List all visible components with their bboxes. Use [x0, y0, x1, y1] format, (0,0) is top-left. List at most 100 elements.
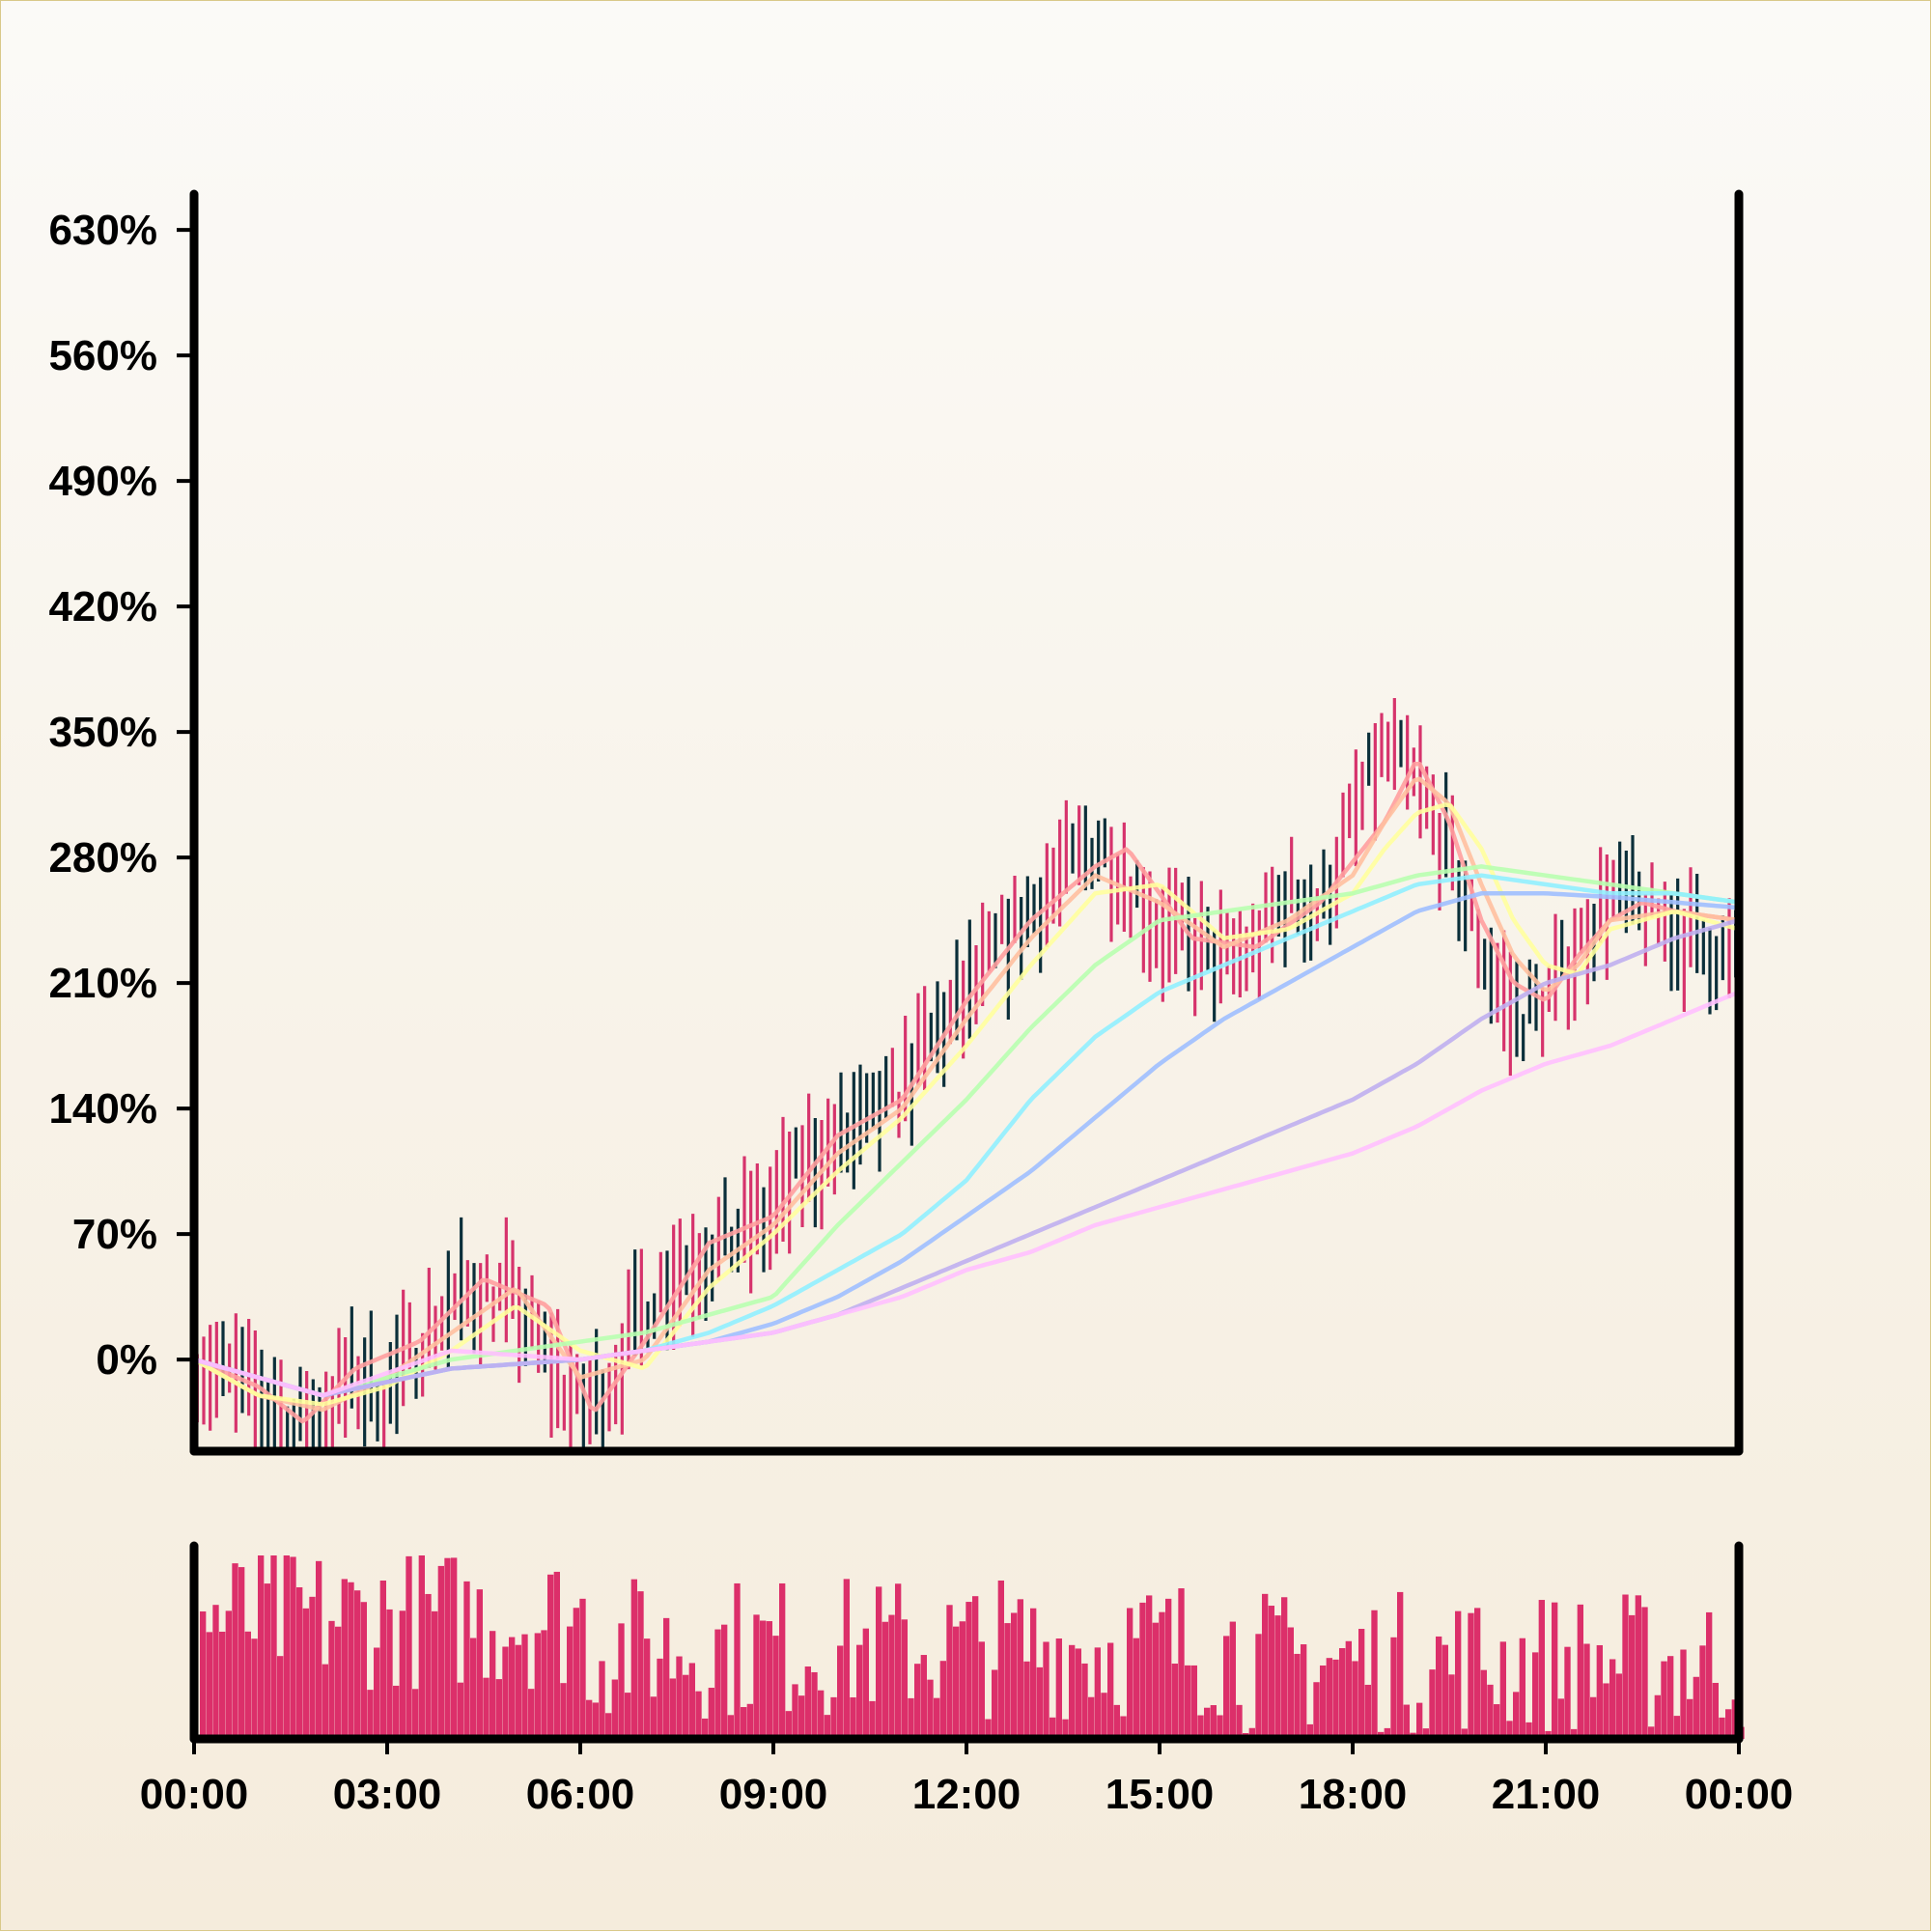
volume-bar — [1680, 1649, 1687, 1739]
volume-bar — [393, 1685, 400, 1739]
volume-bar — [1062, 1719, 1069, 1739]
volume-bar — [927, 1679, 934, 1739]
volume-bar — [695, 1691, 702, 1739]
x-tick-label: 18:00 — [1299, 1771, 1408, 1818]
volume-bar — [1152, 1622, 1159, 1739]
volume-bar — [779, 1582, 786, 1739]
moving-average-line-8 — [194, 990, 1739, 1398]
volume-bar — [412, 1689, 419, 1739]
volume-bars — [200, 1555, 1745, 1739]
volume-bar — [1004, 1623, 1011, 1739]
volume-bar — [946, 1605, 953, 1739]
volume-bar — [592, 1702, 599, 1739]
y-tick-label: 490% — [48, 458, 157, 505]
volume-bar — [1248, 1727, 1255, 1739]
volume-bar — [579, 1598, 586, 1739]
volume-bar — [702, 1718, 709, 1739]
volume-bar — [1011, 1612, 1018, 1739]
volume-bar — [1017, 1599, 1023, 1739]
volume-bar — [895, 1583, 902, 1739]
volume-bar — [354, 1590, 361, 1739]
volume-bar — [1552, 1602, 1558, 1739]
volume-bar — [1190, 1665, 1197, 1739]
volume-bar — [850, 1696, 856, 1739]
volume-bar — [322, 1664, 328, 1739]
volume-bar — [1127, 1608, 1133, 1739]
volume-bar — [657, 1658, 663, 1739]
volume-bar — [200, 1610, 207, 1739]
volume-bar — [238, 1567, 245, 1739]
volume-bar — [914, 1664, 921, 1739]
volume-bar — [290, 1556, 296, 1739]
volume-bar — [1615, 1673, 1622, 1739]
volume-bar — [1236, 1704, 1243, 1739]
volume-bar — [1390, 1637, 1397, 1739]
volume-bar — [1069, 1644, 1076, 1739]
volume-bar — [1075, 1648, 1081, 1739]
volume-bar — [1146, 1595, 1153, 1739]
volume-bar — [1159, 1611, 1165, 1739]
y-tick-label: 140% — [48, 1085, 157, 1133]
volume-bar — [232, 1563, 238, 1739]
y-tick-label: 350% — [48, 709, 157, 756]
moving-average-lines — [194, 761, 1739, 1424]
volume-bar — [683, 1674, 689, 1739]
volume-bar — [1719, 1717, 1725, 1739]
volume-bar — [1422, 1728, 1429, 1739]
volume-bar — [1603, 1683, 1609, 1739]
volume-bar — [277, 1656, 284, 1739]
volume-bar — [470, 1638, 477, 1739]
volume-bar — [1371, 1610, 1378, 1739]
volume-bar — [1596, 1644, 1603, 1739]
volume-bar — [509, 1637, 516, 1739]
volume-bar — [1306, 1723, 1313, 1739]
volume-bar — [1416, 1702, 1423, 1739]
volume-bar — [476, 1589, 483, 1739]
volume-bar — [1197, 1715, 1204, 1739]
volume-bar — [1468, 1612, 1474, 1739]
x-tick-label: 03:00 — [333, 1771, 442, 1818]
volume-bar — [1287, 1627, 1294, 1739]
volume-bar — [1294, 1653, 1301, 1739]
volume-bar — [741, 1707, 747, 1739]
volume-bar — [1448, 1674, 1455, 1739]
volume-bar — [785, 1711, 792, 1739]
volume-bar — [251, 1638, 258, 1739]
volume-bar — [586, 1699, 593, 1739]
volume-bar — [379, 1581, 386, 1739]
volume-bar — [264, 1583, 270, 1739]
volume-bar — [708, 1688, 714, 1739]
volume-bar — [1706, 1611, 1713, 1739]
volume-bar — [843, 1579, 850, 1739]
y-tick-label: 420% — [48, 583, 157, 630]
volume-bar — [547, 1574, 554, 1739]
volume-bar — [1571, 1728, 1578, 1739]
volume-bar — [1557, 1698, 1564, 1739]
volume-bar — [495, 1679, 502, 1739]
moving-average-line-2 — [194, 776, 1739, 1413]
volume-bar — [650, 1696, 657, 1739]
volume-bar — [792, 1684, 798, 1739]
volume-bar — [1217, 1715, 1223, 1739]
volume-bar — [978, 1641, 985, 1739]
volume-bar — [1101, 1693, 1107, 1739]
volume-bar — [888, 1614, 895, 1739]
x-tick-label: 00:00 — [140, 1771, 249, 1818]
volume-bar — [824, 1715, 830, 1739]
volume-bar — [1629, 1614, 1636, 1739]
volume-bar — [1487, 1684, 1494, 1739]
volume-bar — [1499, 1641, 1506, 1739]
volume-bar — [959, 1621, 966, 1739]
volume-bar — [1043, 1641, 1049, 1739]
x-tick-label: 06:00 — [526, 1771, 635, 1818]
volume-bar — [567, 1626, 574, 1739]
volume-bar — [1384, 1727, 1390, 1739]
y-tick-label: 630% — [48, 207, 157, 254]
volume-bar — [521, 1634, 528, 1739]
volume-bar — [753, 1614, 760, 1739]
x-tick-label: 21:00 — [1492, 1771, 1601, 1818]
volume-bar — [1693, 1676, 1699, 1739]
volume-bar — [798, 1695, 805, 1739]
volume-bar — [444, 1557, 451, 1739]
volume-bar — [605, 1713, 612, 1739]
